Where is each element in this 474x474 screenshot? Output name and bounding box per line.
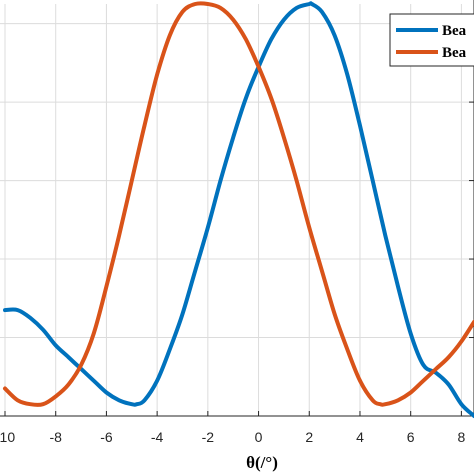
x-tick-label: -4	[151, 429, 164, 445]
series-line-1	[3, 1, 474, 418]
legend-label-1: Bea	[442, 23, 467, 39]
legend: Bea Bea	[389, 13, 474, 67]
x-tick-label: 2	[305, 429, 313, 445]
x-tick-label: 8	[457, 429, 465, 445]
x-tick-label: -8	[49, 429, 62, 445]
grid	[0, 4, 474, 416]
plot-lines	[3, 1, 474, 418]
x-tick-label: 4	[356, 429, 364, 445]
legend-label-2: Bea	[442, 45, 467, 61]
x-tick-label: -6	[100, 429, 113, 445]
x-tick-labels: -10 -8 -6 -4 -2 0 2 4 6 8	[0, 429, 465, 445]
series-line-2	[3, 1, 474, 407]
x-tick-label: -2	[202, 429, 215, 445]
legend-box	[389, 13, 474, 67]
x-tick-label: 0	[255, 429, 263, 445]
x-tick-label: -10	[0, 429, 15, 445]
x-tick-label: 6	[407, 429, 415, 445]
x-axis-label: θ(/°)	[246, 453, 278, 472]
